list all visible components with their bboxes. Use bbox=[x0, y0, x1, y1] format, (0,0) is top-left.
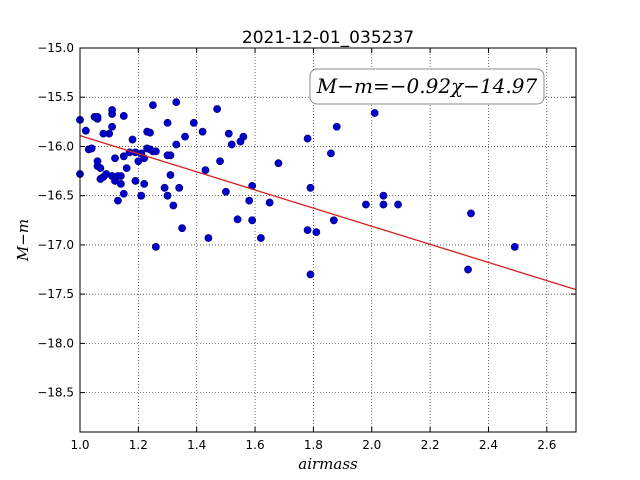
data-point bbox=[160, 183, 169, 192]
data-point bbox=[116, 179, 125, 188]
data-point bbox=[189, 118, 198, 127]
axis-ticks: 1.0 1.2 1.4 1.6 1.8 2.0 2.2 2.4 2.6 −15.0 −15.5 −16… bbox=[37, 41, 576, 452]
grid-lines bbox=[79, 47, 576, 432]
data-point bbox=[151, 242, 160, 251]
data-points bbox=[76, 98, 519, 279]
data-point bbox=[239, 132, 248, 141]
y-tick-label: −17.0 bbox=[37, 238, 74, 252]
data-point bbox=[105, 129, 114, 138]
data-point bbox=[163, 118, 172, 127]
data-point bbox=[166, 151, 175, 160]
data-point bbox=[327, 149, 335, 158]
data-point bbox=[362, 200, 370, 209]
data-point bbox=[175, 183, 184, 192]
y-tick-label: −16.0 bbox=[37, 139, 74, 153]
data-point bbox=[111, 154, 119, 163]
data-point bbox=[216, 157, 224, 166]
data-point bbox=[464, 265, 472, 274]
data-point bbox=[116, 172, 125, 180]
data-point bbox=[379, 200, 388, 209]
data-point bbox=[245, 196, 254, 205]
x-axis-label: airmass bbox=[298, 455, 358, 473]
fit-annotation: M−m=−0.92χ−14.97 bbox=[309, 68, 545, 105]
data-point bbox=[137, 191, 146, 200]
x-tick-label: 1.4 bbox=[187, 438, 206, 452]
data-point bbox=[128, 135, 137, 144]
data-point bbox=[172, 98, 181, 107]
data-point bbox=[227, 140, 236, 149]
y-tick-label: −18.0 bbox=[37, 336, 74, 350]
data-point bbox=[306, 183, 315, 192]
data-point bbox=[87, 144, 96, 153]
x-tick-label: 2.0 bbox=[362, 438, 381, 452]
data-point bbox=[114, 196, 122, 205]
data-point bbox=[108, 106, 116, 114]
data-point bbox=[151, 147, 160, 156]
data-point bbox=[178, 224, 187, 233]
data-point bbox=[93, 157, 102, 166]
data-point bbox=[122, 164, 131, 173]
x-tick-label: 2.6 bbox=[537, 438, 556, 452]
data-point bbox=[204, 234, 213, 242]
data-point bbox=[306, 270, 315, 279]
y-axis-label: M−m bbox=[14, 219, 32, 262]
data-point bbox=[265, 198, 274, 207]
data-point bbox=[201, 166, 210, 174]
chart-title: 2021-12-01_035237 bbox=[242, 28, 414, 48]
x-tick-label: 2.2 bbox=[421, 438, 440, 452]
annotation-box bbox=[309, 68, 545, 105]
data-point bbox=[119, 152, 128, 161]
data-point bbox=[140, 179, 149, 188]
fit-line-group bbox=[79, 135, 577, 291]
y-tick-label: −15.0 bbox=[37, 41, 74, 55]
x-tick-label: 1.8 bbox=[304, 438, 323, 452]
y-tick-label: −17.5 bbox=[37, 287, 74, 301]
data-point bbox=[233, 215, 242, 224]
data-point bbox=[93, 113, 102, 121]
data-point bbox=[96, 164, 105, 173]
data-point bbox=[146, 128, 154, 137]
data-point bbox=[181, 132, 189, 141]
data-point bbox=[303, 134, 312, 143]
y-tick-label: −15.5 bbox=[37, 90, 74, 104]
data-point bbox=[198, 127, 207, 136]
data-point bbox=[303, 226, 312, 235]
annotation-text: M−m=−0.92χ−14.97 bbox=[316, 74, 538, 98]
data-point bbox=[149, 101, 157, 110]
data-point bbox=[274, 159, 283, 168]
data-point bbox=[108, 122, 116, 131]
x-tick-label: 1.6 bbox=[246, 438, 265, 452]
x-tick-label: 2.4 bbox=[479, 438, 498, 452]
data-point bbox=[394, 200, 402, 209]
data-point bbox=[379, 191, 388, 200]
data-point bbox=[248, 216, 257, 225]
data-point bbox=[329, 216, 338, 225]
data-point bbox=[332, 122, 341, 131]
data-point bbox=[169, 201, 178, 210]
y-tick-label: −18.5 bbox=[37, 386, 74, 400]
x-tick-label: 1.2 bbox=[129, 438, 148, 452]
plot-frame bbox=[79, 47, 577, 433]
fit-line bbox=[79, 135, 577, 291]
data-point bbox=[172, 140, 181, 149]
data-point bbox=[119, 112, 128, 120]
data-point bbox=[131, 177, 140, 185]
data-point bbox=[166, 171, 175, 179]
y-tick-label: −16.5 bbox=[37, 189, 74, 203]
data-point bbox=[213, 105, 222, 113]
data-point bbox=[221, 187, 230, 196]
data-point bbox=[81, 126, 90, 135]
data-point bbox=[312, 228, 321, 237]
data-point bbox=[256, 234, 265, 242]
data-point bbox=[163, 191, 172, 200]
x-tick-label: 1.0 bbox=[70, 438, 89, 452]
data-point bbox=[224, 129, 233, 138]
data-point bbox=[467, 209, 475, 218]
data-point bbox=[119, 189, 128, 198]
data-point bbox=[370, 109, 379, 117]
data-point bbox=[510, 242, 519, 251]
